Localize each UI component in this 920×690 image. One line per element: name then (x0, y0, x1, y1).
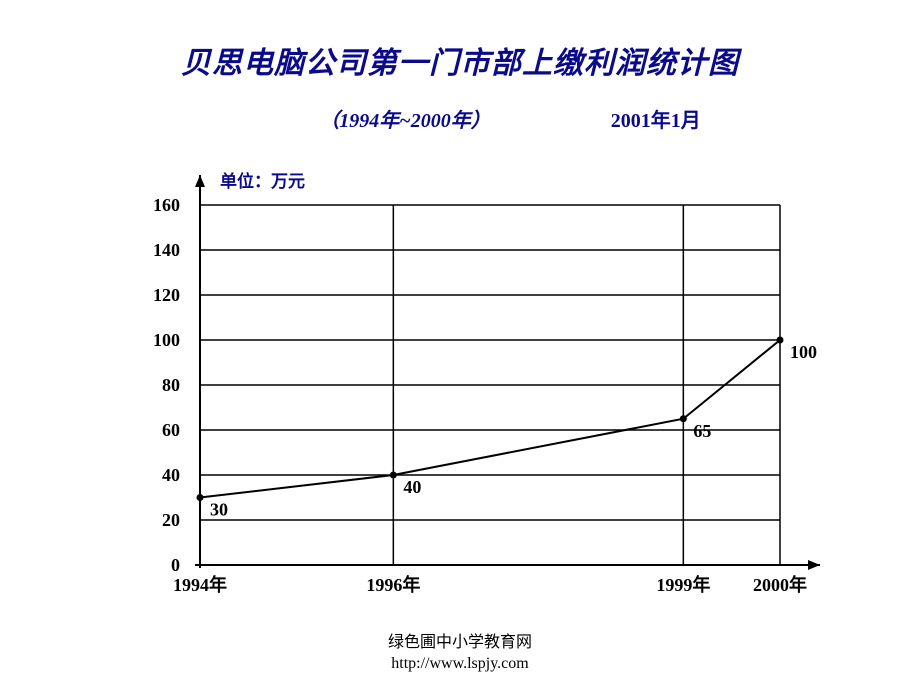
footer: 绿色圃中小学教育网 http://www.lspjy.com (0, 632, 920, 675)
chart-title: 贝思电脑公司第一门市部上缴利润统计图 (0, 0, 920, 82)
svg-text:30: 30 (210, 500, 228, 520)
chart-container: 单位：万元 0 20 40 60 80 100 120 140 160 1994年 1996年 199… (110, 165, 830, 595)
svg-text:60: 60 (162, 420, 180, 440)
svg-text:100: 100 (153, 330, 180, 350)
svg-text:1994年: 1994年 (173, 574, 227, 595)
chart-date: 2001年1月 (611, 104, 701, 133)
svg-text:1996年: 1996年 (366, 574, 420, 595)
svg-text:0: 0 (171, 555, 180, 575)
svg-text:80: 80 (162, 375, 180, 395)
footer-line2: http://www.lspjy.com (0, 653, 920, 675)
line-chart: 0 20 40 60 80 100 120 140 160 1994年 1996年 1999年 2000… (110, 165, 830, 595)
unit-label: 单位：万元 (220, 167, 305, 192)
svg-text:100: 100 (790, 342, 817, 362)
svg-text:20: 20 (162, 510, 180, 530)
chart-subtitle: （1994年~2000年） (319, 104, 490, 133)
svg-text:2000年: 2000年 (753, 574, 807, 595)
svg-text:160: 160 (153, 195, 180, 215)
svg-text:40: 40 (403, 477, 421, 497)
footer-line1: 绿色圃中小学教育网 (0, 632, 920, 654)
svg-text:40: 40 (162, 465, 180, 485)
svg-text:65: 65 (693, 421, 711, 441)
svg-text:140: 140 (153, 240, 180, 260)
svg-text:1999年: 1999年 (656, 574, 710, 595)
subtitle-row: （1994年~2000年） 2001年1月 (0, 104, 920, 133)
svg-text:120: 120 (153, 285, 180, 305)
